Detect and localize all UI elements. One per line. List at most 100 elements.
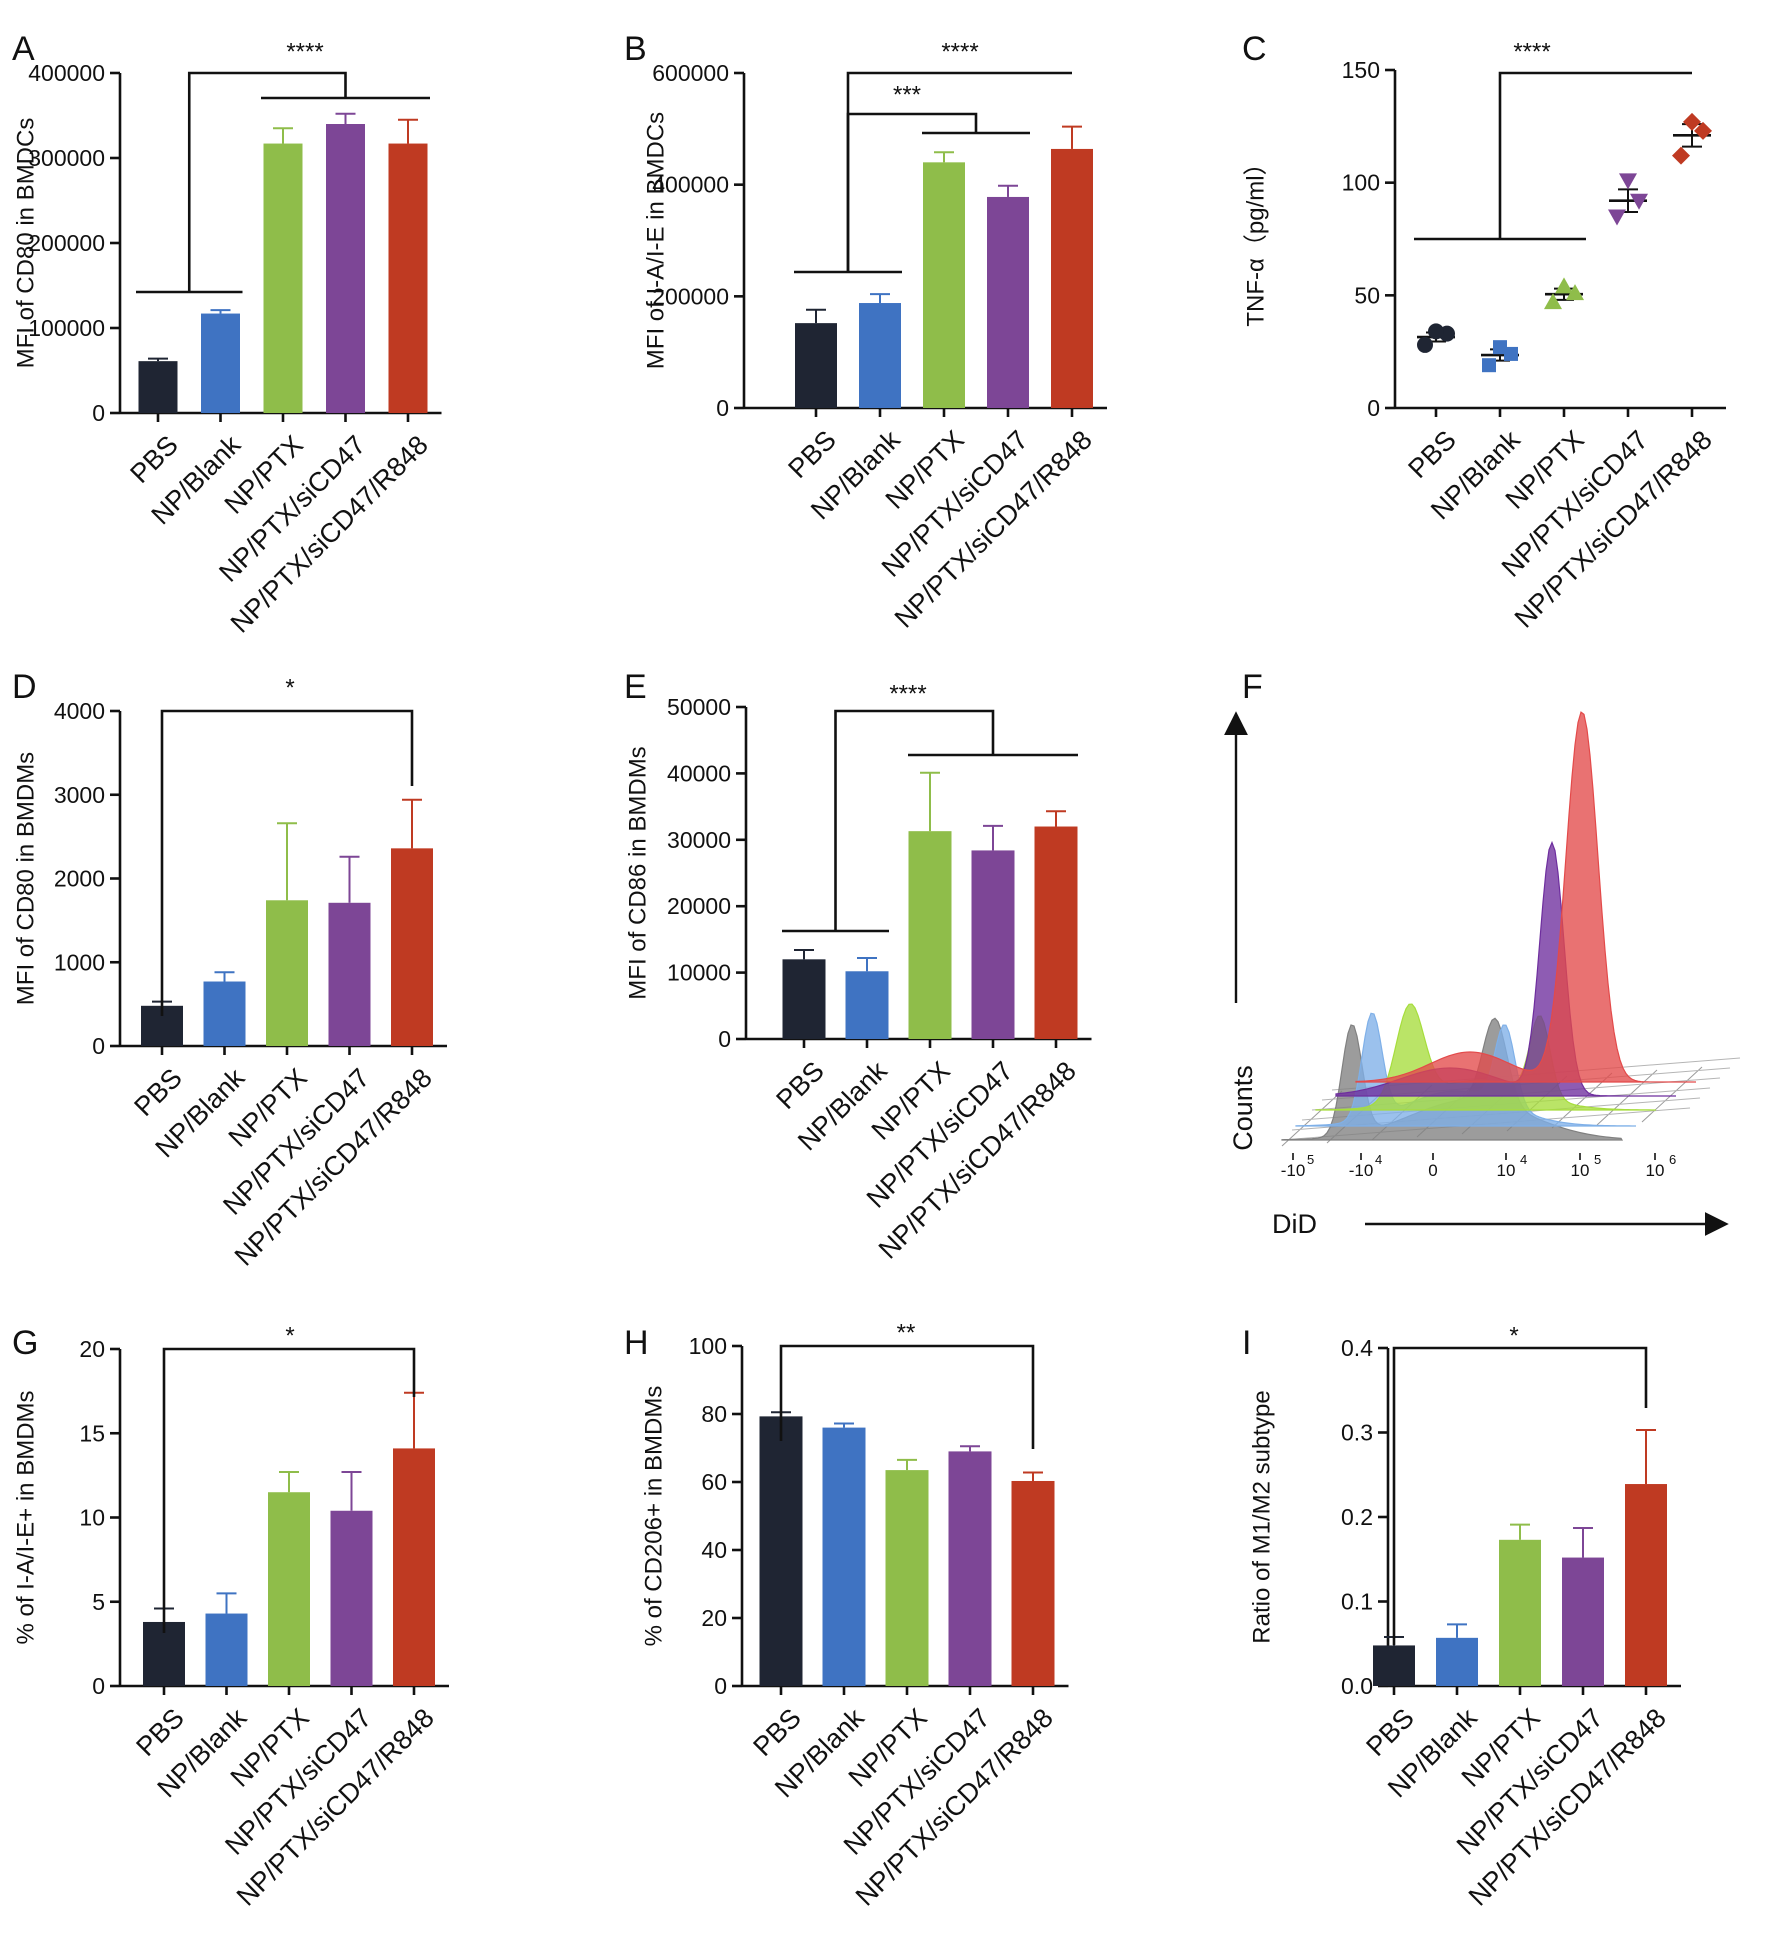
significance-bracket <box>162 1347 416 1633</box>
bar-1 <box>205 1613 248 1686</box>
bar-2 <box>268 1492 310 1686</box>
panel-label-c: C <box>1242 30 1267 68</box>
y-tick-label: 60 <box>701 1469 727 1495</box>
significance-bracket <box>1392 1346 1648 1645</box>
data-point <box>1544 293 1562 310</box>
data-point <box>1608 209 1626 226</box>
floor-grid-line <box>1641 1066 1703 1123</box>
y-tick-label: 600000 <box>652 60 729 86</box>
y-axis-label: % of CD206+ in BMDMs <box>641 1386 668 1647</box>
bar-4 <box>1625 1484 1667 1686</box>
x-tick-label: -10 <box>1349 1161 1374 1180</box>
data-point <box>1672 146 1690 165</box>
y-tick-label: 0 <box>92 1673 105 1699</box>
floor-grid-line <box>1596 1069 1658 1126</box>
bar-3 <box>971 850 1015 1039</box>
y-axis-label: MFI of CD80 in BMDMs <box>13 752 40 1005</box>
significance-label: **** <box>941 39 978 66</box>
x-tick-exponent: 5 <box>1307 1152 1314 1167</box>
significance-label: **** <box>286 39 323 66</box>
data-point <box>1630 193 1648 210</box>
bar-1 <box>822 1427 866 1686</box>
panel-label-h: H <box>624 1324 649 1362</box>
y-tick-label: 0 <box>1367 395 1380 421</box>
significance-bracket <box>846 112 978 272</box>
data-point <box>1428 323 1444 340</box>
y-tick-label: 200000 <box>652 283 729 309</box>
y-tick-label: 20 <box>79 1336 105 1362</box>
x-tick-label: 10 <box>1646 1161 1665 1180</box>
significance-bracket <box>779 1344 1035 1449</box>
significance-bracket <box>834 709 995 931</box>
bar-0 <box>782 959 826 1039</box>
data-point <box>1482 358 1496 373</box>
y-tick-label: 0 <box>92 400 105 426</box>
did-axis-label: DiD <box>1272 1209 1317 1239</box>
floor-grid-line <box>1281 1090 1343 1147</box>
data-point <box>1555 277 1573 294</box>
bar-2 <box>908 831 952 1039</box>
bar-3 <box>328 902 371 1046</box>
y-axis-label: % of I-A/I-E+ in BMDMs <box>13 1390 40 1644</box>
y-tick-label: 5 <box>92 1589 105 1615</box>
y-tick-label: 0 <box>716 395 729 421</box>
x-tick-label: 10 <box>1497 1161 1516 1180</box>
panel-label-g: G <box>12 1324 38 1362</box>
y-tick-label: 40000 <box>667 760 731 786</box>
bar-3 <box>987 196 1029 408</box>
bar-2 <box>1499 1539 1541 1686</box>
y-tick-label: 30000 <box>667 827 731 853</box>
panel-label-a: A <box>12 30 35 68</box>
y-axis-label: MFI of CD86 in BMDMs <box>625 746 652 999</box>
panel-label-b: B <box>624 30 647 68</box>
y-tick-label: 10000 <box>667 960 731 986</box>
panel-label-f: F <box>1242 668 1263 706</box>
y-tick-label: 400000 <box>652 172 729 198</box>
bar-0 <box>795 323 837 408</box>
bar-3 <box>1562 1557 1604 1686</box>
bar-4 <box>1011 1480 1055 1686</box>
panel-label-i: I <box>1242 1324 1251 1362</box>
y-axis-label: MFI of I-A/I-E in BMDCs <box>643 112 670 369</box>
y-axis-label: Ratio of M1/M2 subtype <box>1249 1390 1276 1643</box>
bar-4 <box>1034 826 1078 1039</box>
bar-1 <box>859 303 901 408</box>
bar-4 <box>391 848 433 1046</box>
bar-2 <box>263 143 303 414</box>
x-tick-label: -10 <box>1281 1161 1306 1180</box>
y-tick-label: 40 <box>701 1537 727 1563</box>
y-tick-label: 10 <box>79 1505 105 1531</box>
significance-bracket <box>187 71 347 292</box>
significance-label: * <box>285 675 294 702</box>
panel-label-d: D <box>12 668 37 706</box>
data-point <box>1619 173 1637 190</box>
data-point <box>1417 336 1433 353</box>
significance-bracket <box>160 709 414 1016</box>
significance-label: * <box>1509 1323 1518 1350</box>
y-axis-label: TNF-α（pg/ml） <box>1243 151 1270 326</box>
bar-3 <box>948 1451 992 1686</box>
y-tick-label: 80 <box>701 1401 727 1427</box>
y-tick-label: 20 <box>701 1605 727 1631</box>
bar-1 <box>1436 1637 1478 1686</box>
y-tick-label: 100 <box>1342 170 1380 196</box>
x-tick-exponent: 5 <box>1594 1152 1601 1167</box>
significance-label: **** <box>889 681 926 708</box>
bar-1 <box>203 981 246 1046</box>
y-tick-label: 0.2 <box>1341 1504 1373 1530</box>
bar-4 <box>393 1448 435 1686</box>
y-tick-label: 400000 <box>28 60 105 86</box>
data-point <box>1566 284 1584 301</box>
y-tick-label: 200000 <box>28 230 105 256</box>
bar-3 <box>326 124 365 413</box>
x-tick-exponent: 4 <box>1520 1152 1527 1167</box>
y-tick-label: 100 <box>689 1333 727 1359</box>
bar-4 <box>388 143 428 414</box>
y-tick-label: 15 <box>79 1420 105 1446</box>
y-tick-label: 50000 <box>667 694 731 720</box>
